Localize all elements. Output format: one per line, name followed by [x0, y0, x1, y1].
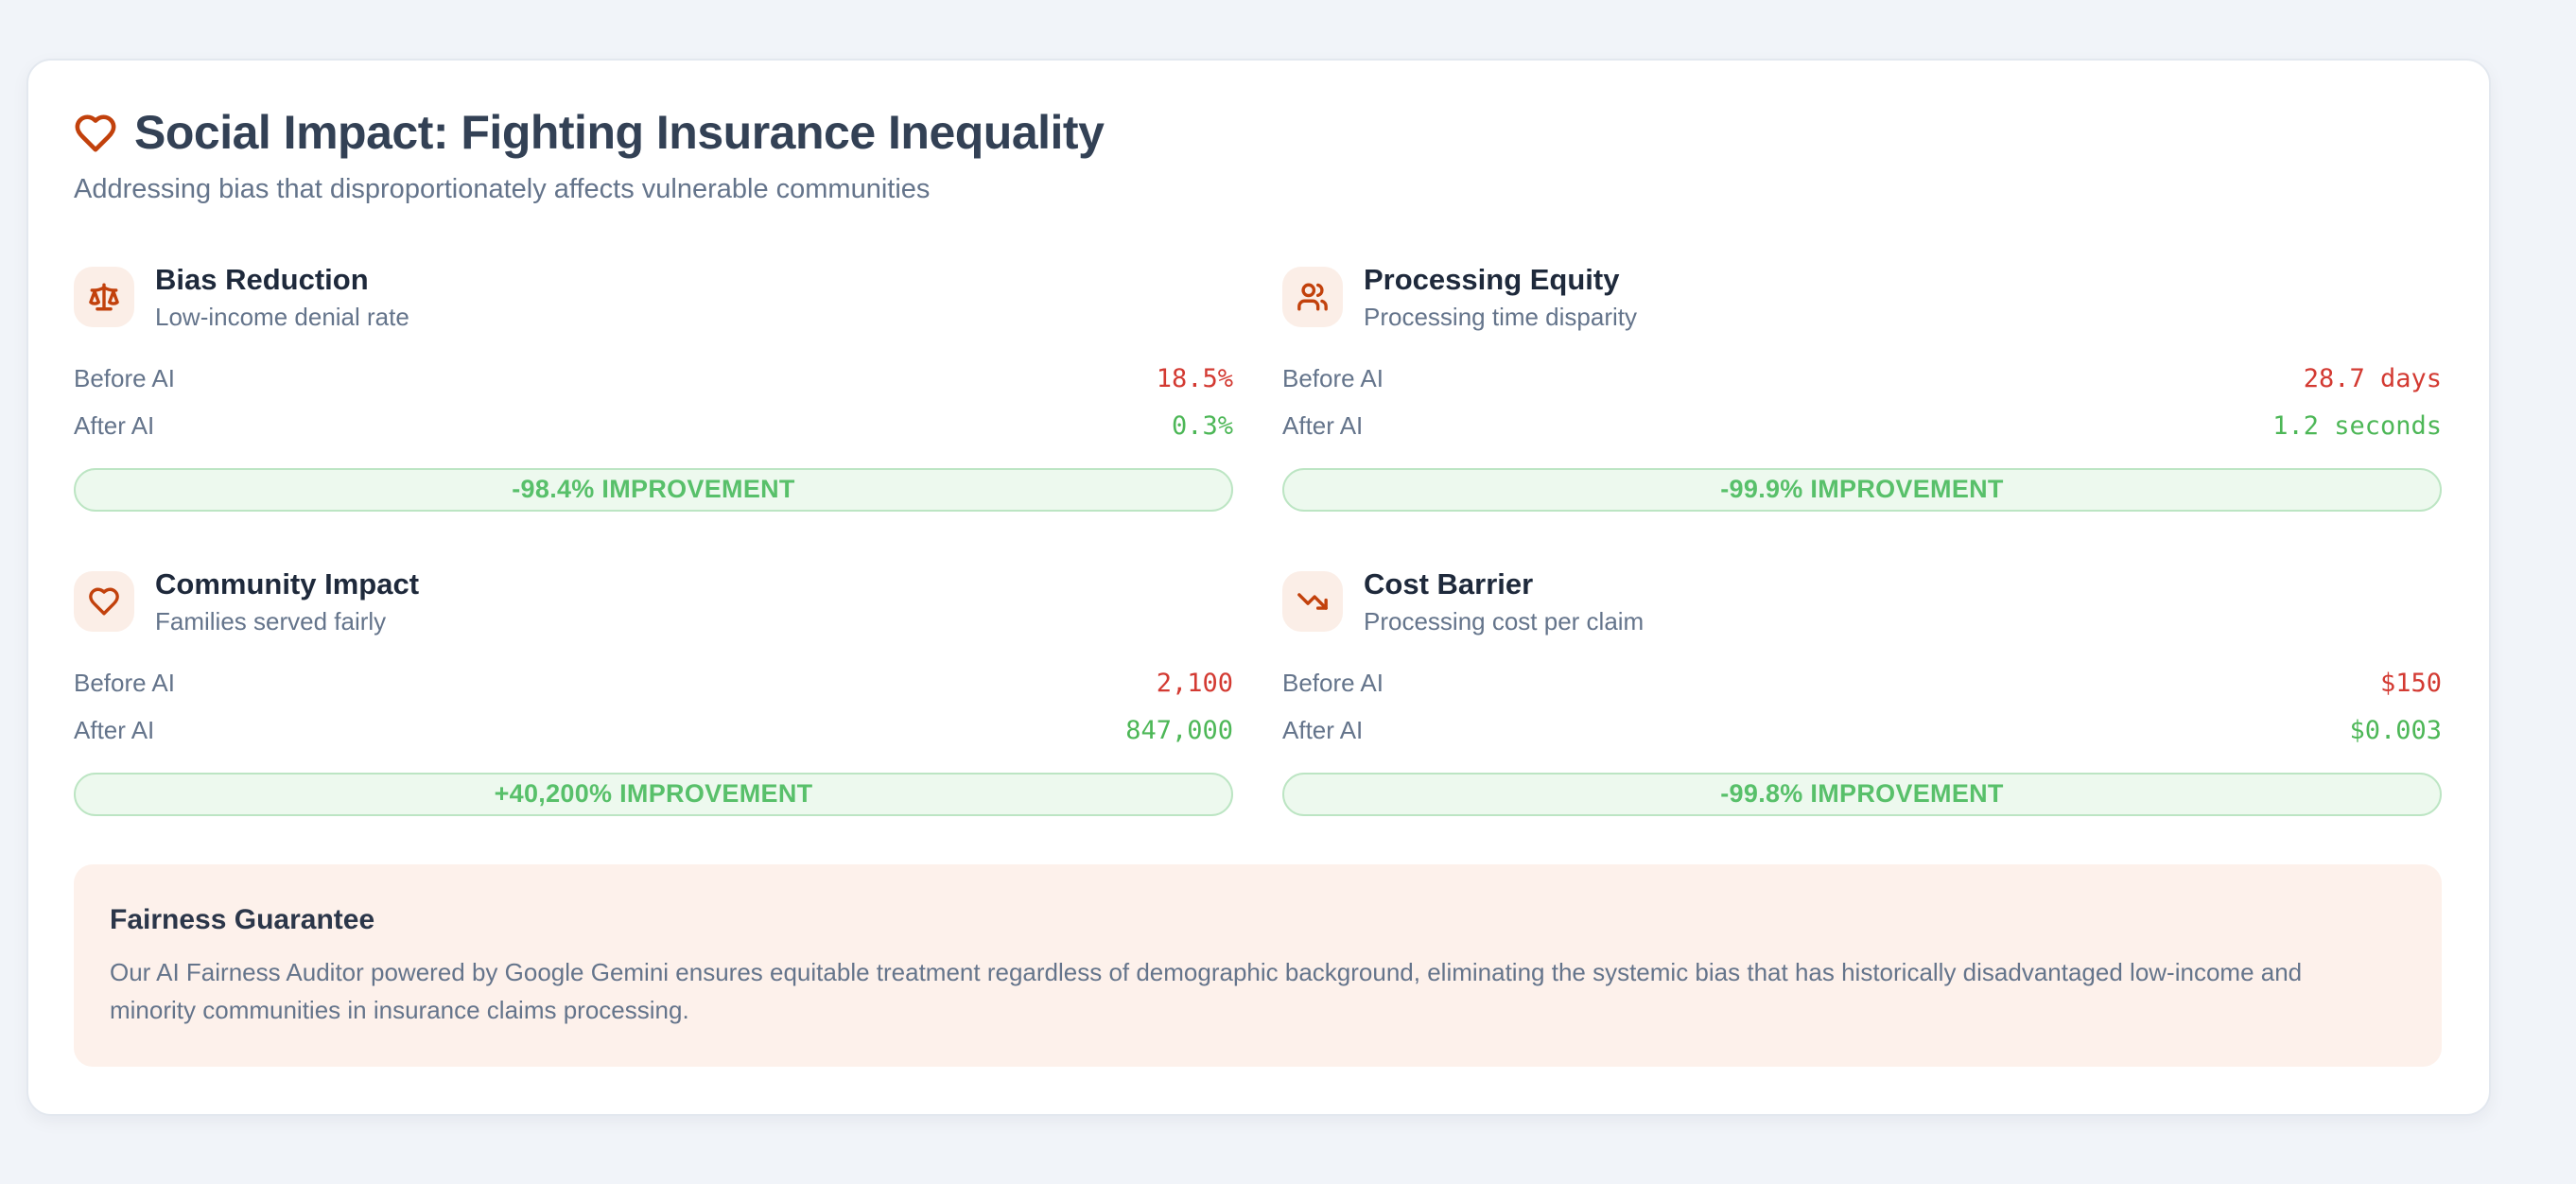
after-ai-row: After AI 0.3%: [74, 409, 1233, 444]
fairness-guarantee-title: Fairness Guarantee: [110, 903, 375, 935]
trending-down-icon: [1282, 570, 1343, 632]
metric-subtitle: Families served fairly: [155, 606, 387, 636]
metric-subtitle: Low-income denial rate: [155, 302, 409, 331]
after-ai-label: After AI: [1282, 716, 1364, 745]
before-ai-row: Before AI 18.5%: [74, 362, 1233, 396]
after-ai-label: After AI: [74, 716, 155, 745]
improvement-badge: -99.8% IMPROVEMENT: [1282, 772, 2442, 816]
before-ai-value: $150: [2379, 669, 2442, 699]
metric-title: Processing Equity: [1364, 262, 1620, 296]
metric-title: Community Impact: [155, 566, 420, 601]
fairness-guarantee-callout: Fairness Guarantee Our AI Fairness Audit…: [74, 863, 2442, 1067]
metric-title: Cost Barrier: [1364, 566, 1534, 601]
after-ai-row: After AI $0.003: [1282, 714, 2442, 748]
metric-subtitle: Processing time disparity: [1364, 302, 1637, 331]
page-title: Social Impact: Fighting Insurance Inequa…: [134, 106, 1105, 159]
before-ai-value: 28.7 days: [2303, 364, 2442, 394]
social-impact-card: Social Impact: Fighting Insurance Inequa…: [26, 59, 2491, 1116]
before-ai-row: Before AI 2,100: [74, 667, 1233, 701]
before-ai-label: Before AI: [74, 669, 175, 698]
metrics-grid: Bias Reduction Low-income denial rate Be…: [74, 262, 2442, 816]
heart-icon: [74, 112, 117, 155]
improvement-badge: -98.4% IMPROVEMENT: [74, 467, 1233, 512]
metric-card-processing-equity: Processing Equity Processing time dispar…: [1282, 262, 2442, 512]
after-ai-label: After AI: [74, 411, 155, 441]
heart-icon: [74, 570, 134, 632]
metric-title: Bias Reduction: [155, 262, 369, 296]
after-ai-value: 0.3%: [1171, 411, 1233, 442]
card-header: Social Impact: Fighting Insurance Inequa…: [74, 106, 2442, 161]
metric-subtitle: Processing cost per claim: [1364, 606, 1645, 636]
before-ai-label: Before AI: [1282, 364, 1384, 393]
improvement-badge: +40,200% IMPROVEMENT: [74, 772, 1233, 816]
page-subtitle: Addressing bias that disproportionately …: [74, 173, 931, 204]
metric-card-bias-reduction: Bias Reduction Low-income denial rate Be…: [74, 262, 1233, 512]
before-ai-value: 18.5%: [1156, 364, 1233, 394]
improvement-badge: -99.9% IMPROVEMENT: [1282, 467, 2442, 512]
metric-card-community-impact: Community Impact Families served fairly …: [74, 566, 1233, 816]
metric-card-cost-barrier: Cost Barrier Processing cost per claim B…: [1282, 566, 2442, 816]
users-icon: [1282, 266, 1343, 327]
before-ai-label: Before AI: [1282, 669, 1384, 698]
after-ai-label: After AI: [1282, 411, 1364, 441]
after-ai-value: $0.003: [2349, 716, 2442, 746]
after-ai-row: After AI 1.2 seconds: [1282, 409, 2442, 444]
before-ai-row: Before AI 28.7 days: [1282, 362, 2442, 396]
after-ai-value: 1.2 seconds: [2272, 411, 2442, 442]
before-ai-label: Before AI: [74, 364, 175, 393]
after-ai-value: 847,000: [1125, 716, 1233, 746]
before-ai-row: Before AI $150: [1282, 667, 2442, 701]
fairness-guarantee-body: Our AI Fairness Auditor powered by Googl…: [110, 957, 2303, 1024]
scale-icon: [74, 266, 134, 327]
after-ai-row: After AI 847,000: [74, 714, 1233, 748]
before-ai-value: 2,100: [1156, 669, 1233, 699]
